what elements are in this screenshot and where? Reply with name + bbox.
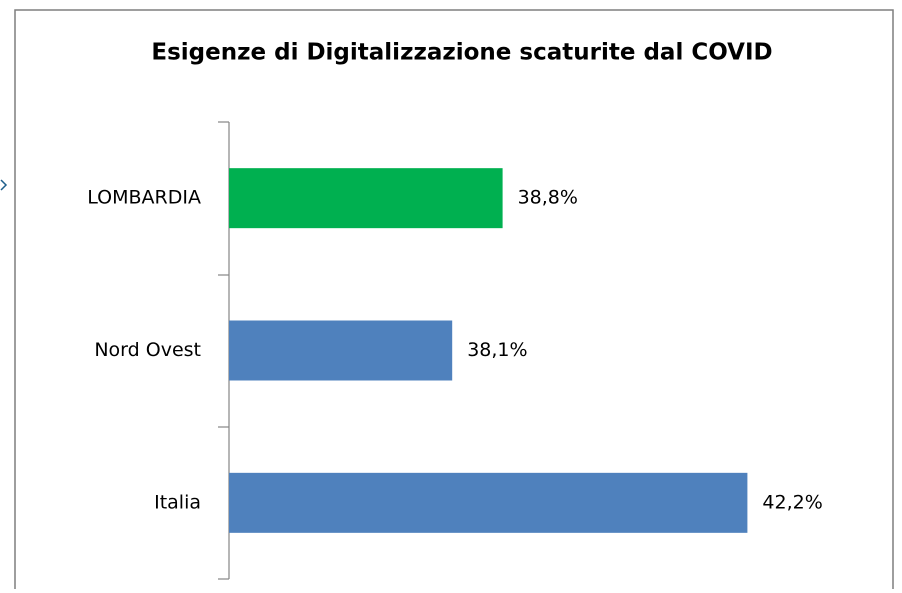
chart-title: Esigenze di Digitalizzazione scaturite d… — [151, 40, 772, 66]
chart-frame — [14, 9, 894, 589]
arrow-icon — [0, 179, 8, 191]
category-label: LOMBARDIA — [87, 187, 201, 209]
bar — [229, 320, 453, 381]
category-label: Nord Ovest — [94, 339, 201, 361]
bar — [229, 168, 503, 229]
value-label: 38,8% — [518, 187, 578, 209]
value-label: 38,1% — [467, 339, 527, 361]
bar — [229, 472, 748, 533]
category-label: Italia — [154, 491, 201, 513]
value-label: 42,2% — [762, 491, 822, 513]
